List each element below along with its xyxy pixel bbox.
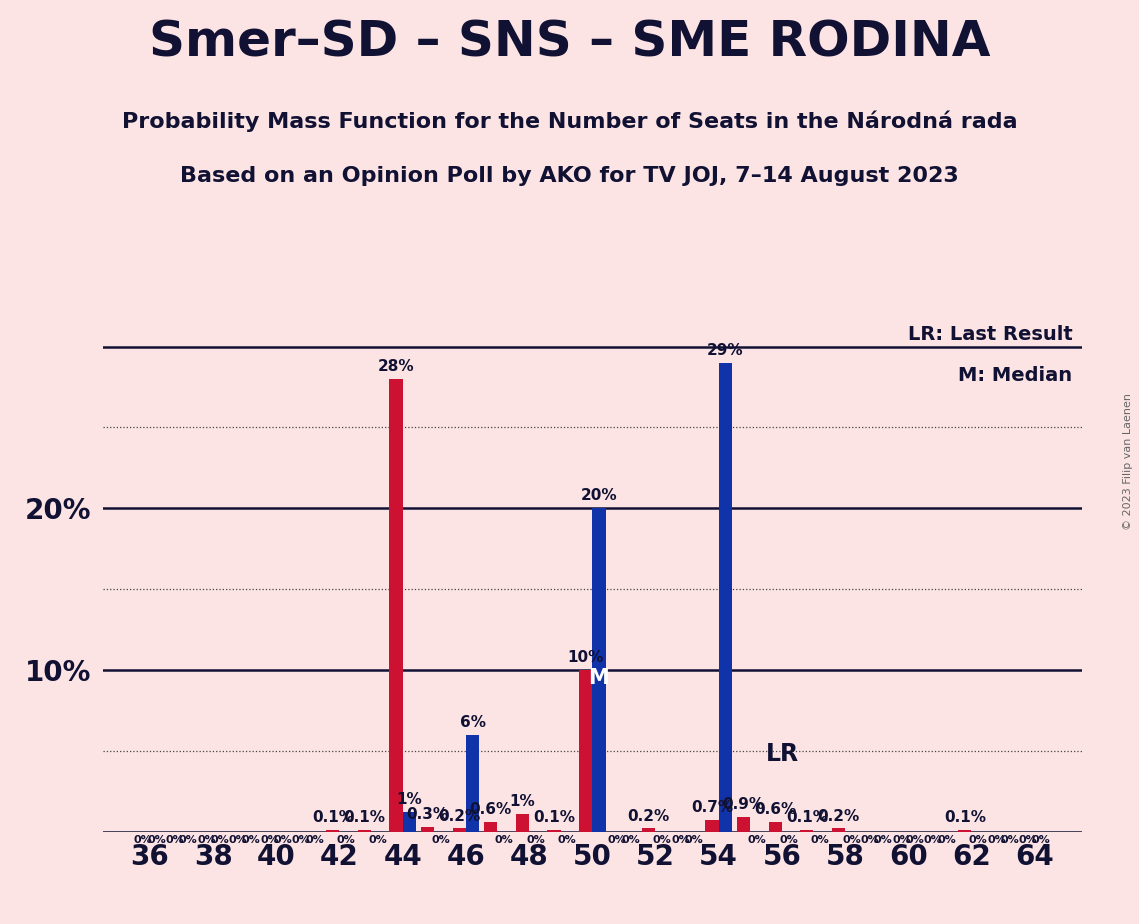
Bar	[579, 670, 592, 832]
Bar	[719, 362, 732, 832]
Bar	[358, 830, 371, 832]
Text: 0.9%: 0.9%	[722, 797, 764, 812]
Text: 0.1%: 0.1%	[944, 810, 986, 825]
Bar	[548, 830, 560, 832]
Text: 0%: 0%	[1032, 834, 1050, 845]
Text: 0%: 0%	[211, 834, 229, 845]
Text: 0.1%: 0.1%	[786, 810, 828, 825]
Text: 0.1%: 0.1%	[312, 810, 354, 825]
Text: 0%: 0%	[197, 834, 216, 845]
Bar	[705, 821, 719, 832]
Text: Based on an Opinion Poll by AKO for TV JOJ, 7–14 August 2023: Based on an Opinion Poll by AKO for TV J…	[180, 166, 959, 187]
Text: LR: LR	[767, 742, 800, 766]
Bar	[516, 814, 530, 832]
Text: 0%: 0%	[779, 834, 798, 845]
Text: 0%: 0%	[861, 834, 879, 845]
Text: 0%: 0%	[1000, 834, 1019, 845]
Bar	[326, 830, 339, 832]
Text: 10%: 10%	[567, 650, 604, 665]
Text: 0%: 0%	[432, 834, 450, 845]
Text: 0%: 0%	[229, 834, 247, 845]
Text: 0%: 0%	[747, 834, 767, 845]
Text: 0%: 0%	[608, 834, 626, 845]
Text: 0.6%: 0.6%	[469, 802, 511, 817]
Text: 0%: 0%	[968, 834, 988, 845]
Bar	[642, 828, 655, 832]
Text: 0%: 0%	[843, 834, 861, 845]
Text: 6%: 6%	[459, 715, 485, 730]
Text: Smer–SD – SNS – SME RODINA: Smer–SD – SNS – SME RODINA	[149, 18, 990, 67]
Bar	[769, 822, 781, 832]
Bar	[737, 817, 751, 832]
Text: 0%: 0%	[937, 834, 956, 845]
Text: 0.1%: 0.1%	[344, 810, 385, 825]
Text: 0%: 0%	[368, 834, 387, 845]
Bar	[390, 379, 403, 832]
Text: 1%: 1%	[509, 794, 535, 809]
Text: 29%: 29%	[707, 343, 744, 358]
Text: 0.2%: 0.2%	[818, 808, 860, 823]
Bar	[403, 812, 416, 832]
Text: M: M	[589, 668, 609, 688]
Text: 0%: 0%	[337, 834, 355, 845]
Bar	[452, 828, 466, 832]
Text: 0%: 0%	[292, 834, 311, 845]
Text: 0%: 0%	[147, 834, 166, 845]
Text: 0%: 0%	[273, 834, 293, 845]
Text: 0%: 0%	[653, 834, 672, 845]
Text: 20%: 20%	[581, 489, 617, 504]
Text: 28%: 28%	[378, 359, 415, 374]
Bar	[466, 735, 480, 832]
Text: 0%: 0%	[526, 834, 546, 845]
Text: 1%: 1%	[396, 793, 423, 808]
Text: 0%: 0%	[558, 834, 576, 845]
Text: 0%: 0%	[671, 834, 690, 845]
Text: 0%: 0%	[892, 834, 911, 845]
Text: 0%: 0%	[924, 834, 943, 845]
Text: 0%: 0%	[165, 834, 185, 845]
Text: 0.1%: 0.1%	[533, 810, 575, 825]
Bar	[958, 830, 972, 832]
Text: 0%: 0%	[621, 834, 640, 845]
Text: 0%: 0%	[241, 834, 261, 845]
Text: © 2023 Filip van Laenen: © 2023 Filip van Laenen	[1123, 394, 1133, 530]
Bar	[592, 508, 606, 832]
Text: 0%: 0%	[811, 834, 829, 845]
Bar	[831, 828, 845, 832]
Text: 0.2%: 0.2%	[439, 808, 481, 823]
Text: Probability Mass Function for the Number of Seats in the Národná rada: Probability Mass Function for the Number…	[122, 111, 1017, 132]
Text: 0%: 0%	[134, 834, 153, 845]
Text: 0.6%: 0.6%	[754, 802, 796, 817]
Text: 0%: 0%	[494, 834, 514, 845]
Text: LR: Last Result: LR: Last Result	[908, 324, 1072, 344]
Text: 0.2%: 0.2%	[628, 808, 670, 823]
Text: 0%: 0%	[1018, 834, 1038, 845]
Text: 0%: 0%	[305, 834, 323, 845]
Bar	[484, 822, 498, 832]
Text: M: Median: M: Median	[958, 366, 1072, 385]
Text: 0%: 0%	[261, 834, 279, 845]
Text: 0.3%: 0.3%	[407, 807, 449, 822]
Text: 0.7%: 0.7%	[691, 800, 734, 815]
Text: 0%: 0%	[988, 834, 1006, 845]
Bar	[801, 830, 813, 832]
Text: 0%: 0%	[179, 834, 197, 845]
Text: 0%: 0%	[874, 834, 893, 845]
Text: 0%: 0%	[685, 834, 703, 845]
Bar	[421, 827, 434, 832]
Text: 0%: 0%	[906, 834, 924, 845]
